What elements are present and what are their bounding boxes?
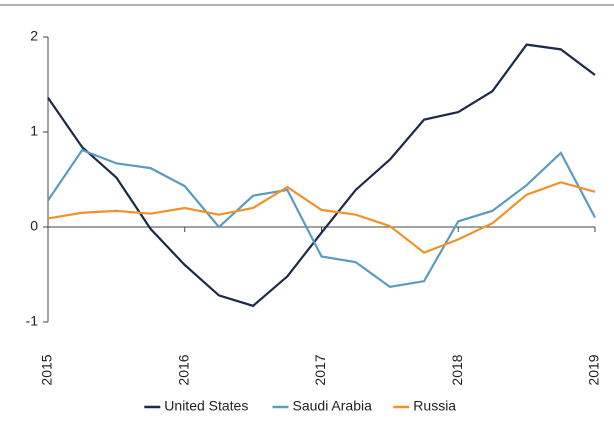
x-tick-label: 2019 [586, 354, 602, 385]
y-tick-label: -1 [26, 313, 39, 329]
legend-label: Saudi Arabia [293, 398, 373, 414]
y-tick-label: 0 [30, 218, 38, 234]
x-tick-label: 2015 [39, 354, 55, 385]
series-line [47, 181, 596, 254]
legend-label: United States [164, 398, 248, 414]
y-tick-label: 2 [30, 28, 38, 44]
y-tick-label: 1 [30, 123, 38, 139]
series-line [47, 148, 596, 289]
x-tick-label: 2018 [449, 354, 465, 385]
legend-label: Russia [413, 398, 456, 414]
series-line [47, 43, 596, 308]
x-tick-label: 2016 [175, 354, 191, 385]
x-tick-label: 2017 [312, 354, 328, 385]
